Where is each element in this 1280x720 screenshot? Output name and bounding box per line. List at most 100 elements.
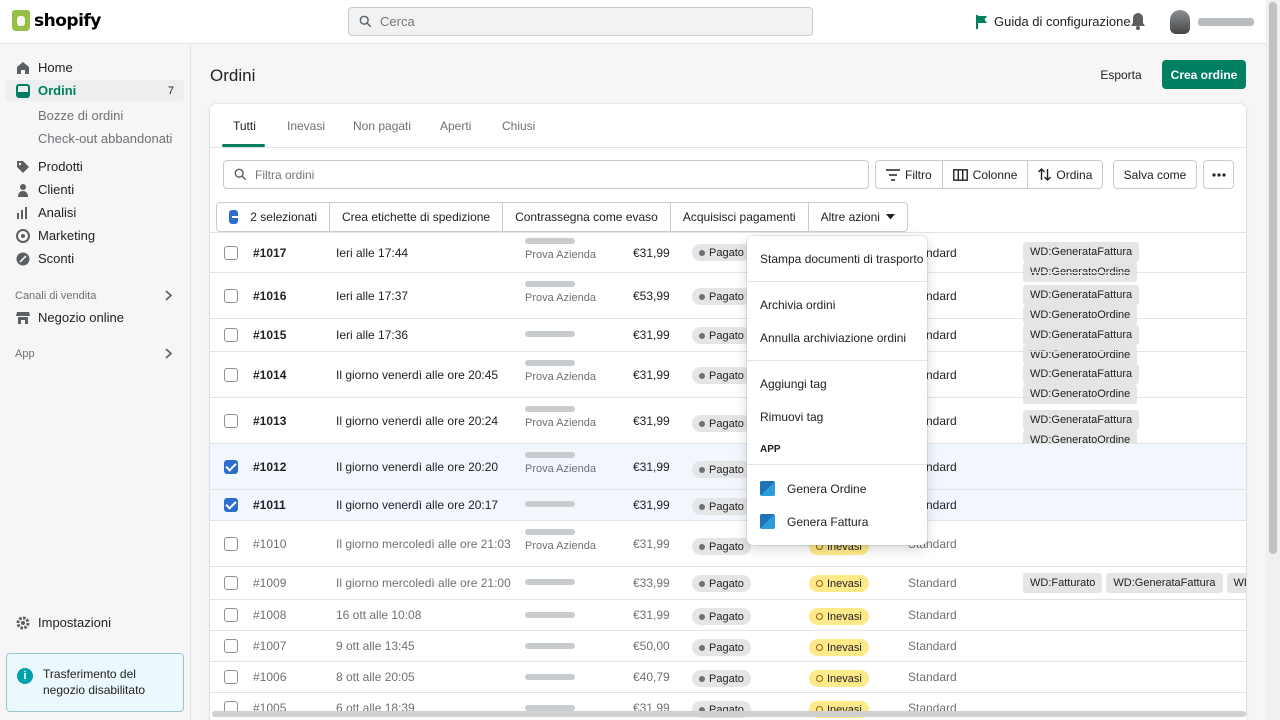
row-checkbox[interactable] bbox=[224, 576, 238, 590]
row-checkbox[interactable] bbox=[224, 414, 238, 428]
home-icon bbox=[17, 61, 29, 74]
target-icon bbox=[16, 228, 30, 243]
tag-chip: WD:GenerataFattura bbox=[1023, 285, 1140, 305]
order-number[interactable]: #1012 bbox=[253, 460, 287, 474]
create-shipping-labels-button[interactable]: Crea etichette di spedizione bbox=[330, 203, 504, 231]
table-row[interactable]: #1016 Ieri alle 17:37 Prova Azienda €53,… bbox=[210, 272, 1246, 325]
order-number[interactable]: #1015 bbox=[253, 328, 287, 342]
shopify-logo[interactable]: shopify bbox=[12, 10, 101, 31]
sidebar-item-products[interactable]: Prodotti bbox=[6, 156, 184, 177]
chevron-right-icon[interactable] bbox=[165, 348, 173, 359]
order-number[interactable]: #1008 bbox=[253, 608, 287, 622]
sort-button[interactable]: Ordina bbox=[1028, 161, 1102, 188]
tab-all[interactable]: Tutti bbox=[233, 119, 256, 133]
menu-item-unarchive-orders[interactable]: Annulla archiviazione ordini bbox=[760, 331, 907, 345]
order-number[interactable]: #1013 bbox=[253, 414, 287, 428]
capture-payments-button[interactable]: Acquisisci pagamenti bbox=[671, 203, 809, 231]
order-number[interactable]: #1017 bbox=[253, 246, 287, 260]
customer-cell: Prova Azienda bbox=[525, 452, 596, 475]
order-number[interactable]: #1007 bbox=[253, 639, 287, 653]
fulfillment-status-badge: Inevasi bbox=[809, 608, 869, 625]
avatar[interactable] bbox=[1170, 10, 1190, 34]
menu-item-generate-order[interactable]: Genera Ordine bbox=[760, 481, 866, 496]
sidebar-item-discounts[interactable]: Sconti bbox=[6, 248, 184, 269]
select-all-checkbox[interactable] bbox=[229, 210, 240, 224]
order-number[interactable]: #1009 bbox=[253, 576, 287, 590]
filter-orders-field[interactable] bbox=[223, 160, 869, 189]
vertical-scrollbar-thumb[interactable] bbox=[1269, 2, 1277, 554]
tag-chip: WD:Fatturato bbox=[1023, 573, 1103, 593]
user-name-redacted[interactable] bbox=[1198, 18, 1254, 26]
create-order-button[interactable]: Crea ordine bbox=[1162, 60, 1246, 89]
menu-item-add-tags[interactable]: Aggiungi tag bbox=[760, 377, 827, 391]
row-checkbox[interactable] bbox=[224, 670, 238, 684]
table-row[interactable]: #1007 9 ott alle 13:45 €50,00 Pagato Ine… bbox=[210, 630, 1246, 661]
row-checkbox[interactable] bbox=[224, 460, 238, 474]
sidebar-item-label: Clienti bbox=[38, 182, 75, 197]
order-number[interactable]: #1011 bbox=[253, 498, 286, 512]
tab-closed[interactable]: Chiusi bbox=[502, 119, 536, 133]
export-button[interactable]: Esporta bbox=[1100, 68, 1142, 82]
table-row[interactable]: #1015 Ieri alle 17:36 €31,99 Pagato Stan… bbox=[210, 318, 1246, 365]
sidebar-item-settings[interactable]: Impostazioni bbox=[6, 612, 184, 633]
menu-item-remove-tags[interactable]: Rimuovi tag bbox=[760, 410, 824, 424]
row-checkbox[interactable] bbox=[224, 246, 238, 260]
bell-icon[interactable] bbox=[1130, 12, 1146, 30]
table-row[interactable]: #1011 Il giorno venerdì alle ore 20:17 €… bbox=[210, 489, 1246, 520]
mark-as-fulfilled-button[interactable]: Contrassegna come evaso bbox=[503, 203, 671, 231]
menu-item-print-packing-slips[interactable]: Stampa documenti di trasporto bbox=[760, 252, 924, 266]
tag-chip: WD:GenerataFattura bbox=[1106, 573, 1223, 593]
sidebar-item-orders[interactable]: Ordini 7 bbox=[6, 80, 184, 101]
filter-orders-input[interactable] bbox=[255, 167, 835, 182]
more-actions-dropdown[interactable]: Altre azioni bbox=[809, 203, 907, 231]
save-as-button[interactable]: Salva come bbox=[1113, 160, 1197, 189]
sidebar-item-online-store[interactable]: Negozio online bbox=[6, 307, 184, 328]
menu-item-generate-invoice[interactable]: Genera Fattura bbox=[760, 514, 868, 529]
order-number[interactable]: #1016 bbox=[253, 289, 287, 303]
table-row[interactable]: #1009 Il giorno mercoledì alle ore 21:00… bbox=[210, 566, 1246, 599]
row-checkbox[interactable] bbox=[224, 328, 238, 342]
payment-status-badge: Pagato bbox=[692, 415, 751, 432]
table-row[interactable]: #1010 Il giorno mercoledì alle ore 21:03… bbox=[210, 520, 1246, 566]
row-checkbox[interactable] bbox=[224, 368, 238, 382]
columns-button[interactable]: Colonne bbox=[943, 161, 1029, 188]
customer-name-redacted bbox=[525, 501, 575, 507]
table-row[interactable]: #1013 Il giorno venerdì alle ore 20:24 P… bbox=[210, 397, 1246, 450]
tab-open[interactable]: Aperti bbox=[440, 119, 472, 133]
sidebar-item-home[interactable]: Home bbox=[6, 57, 184, 78]
search-icon bbox=[359, 15, 372, 28]
menu-item-archive-orders[interactable]: Archivia ordini bbox=[760, 298, 836, 312]
order-number[interactable]: #1014 bbox=[253, 368, 287, 382]
table-row[interactable]: #1006 8 ott alle 20:05 €40,79 Pagato Ine… bbox=[210, 661, 1246, 692]
sidebar-item-abandoned-checkouts[interactable]: Check-out abbandonati bbox=[38, 131, 173, 146]
order-total: €31,99 bbox=[633, 537, 670, 551]
row-checkbox[interactable] bbox=[224, 289, 238, 303]
select-all-toggle[interactable]: 2 selezionati bbox=[217, 203, 330, 231]
vertical-scrollbar[interactable] bbox=[1266, 0, 1280, 720]
table-row[interactable]: #1017 Ieri alle 17:44 Prova Azienda €31,… bbox=[210, 232, 1246, 282]
app-icon bbox=[760, 514, 775, 529]
setup-guide-link[interactable]: Guida di configurazione bbox=[976, 14, 1131, 29]
row-checkbox[interactable] bbox=[224, 608, 238, 622]
payment-status-badge: Pagato bbox=[692, 327, 751, 344]
order-number[interactable]: #1010 bbox=[253, 537, 287, 551]
global-search[interactable] bbox=[348, 7, 813, 36]
tab-unpaid[interactable]: Non pagati bbox=[353, 119, 412, 133]
table-row[interactable]: #1012 Il giorno venerdì alle ore 20:20 P… bbox=[210, 443, 1246, 489]
horizontal-scrollbar[interactable] bbox=[212, 711, 1246, 717]
row-checkbox[interactable] bbox=[224, 498, 238, 512]
sidebar-item-customers[interactable]: Clienti bbox=[6, 179, 184, 200]
more-actions-button[interactable] bbox=[1203, 160, 1234, 189]
row-checkbox[interactable] bbox=[224, 639, 238, 653]
chevron-right-icon[interactable] bbox=[165, 290, 173, 301]
tab-unfulfilled[interactable]: Inevasi bbox=[287, 119, 326, 133]
sidebar-item-marketing[interactable]: Marketing bbox=[6, 225, 184, 246]
filter-button[interactable]: Filtro bbox=[876, 161, 943, 188]
row-checkbox[interactable] bbox=[224, 537, 238, 551]
sidebar-item-draft-orders[interactable]: Bozze di ordini bbox=[38, 108, 124, 123]
search-input[interactable] bbox=[380, 14, 780, 29]
table-row[interactable]: #1014 Il giorno venerdì alle ore 20:45 P… bbox=[210, 351, 1246, 404]
sidebar-item-analytics[interactable]: Analisi bbox=[6, 202, 184, 223]
order-number[interactable]: #1006 bbox=[253, 670, 287, 684]
table-row[interactable]: #1008 16 ott alle 10:08 €31,99 Pagato In… bbox=[210, 599, 1246, 630]
